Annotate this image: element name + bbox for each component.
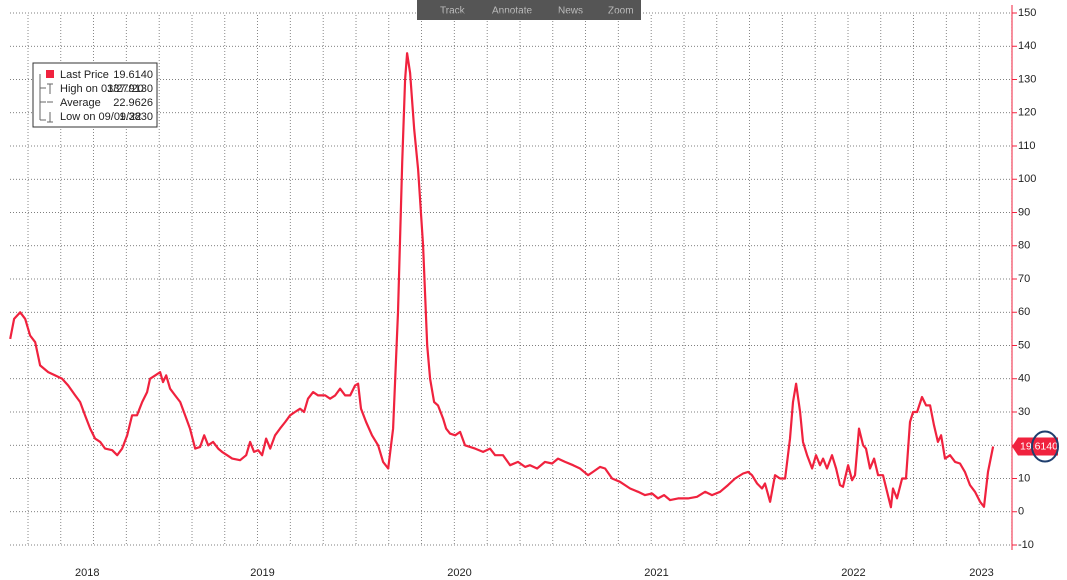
- legend-label: Average: [60, 97, 101, 109]
- last-price-tag: [1012, 437, 1058, 456]
- y-tick-label: 10: [1018, 472, 1030, 484]
- toolbar-item[interactable]: Annotate: [492, 6, 532, 17]
- x-tick-label: 2023: [969, 567, 993, 579]
- legend-label: Last Price: [60, 69, 109, 81]
- highlight-circle: [1031, 430, 1059, 463]
- legend-label: High on 03/27/20: [60, 83, 144, 95]
- toolbar-bg: [417, 0, 641, 20]
- legend: Last Price 19.6140 High on 03/27/20 137.…: [32, 62, 158, 128]
- legend-swatch: [46, 70, 54, 78]
- y-tick-label: 50: [1018, 339, 1030, 351]
- toolbar-item[interactable]: News: [558, 6, 583, 17]
- x-tick-label: 2022: [841, 567, 865, 579]
- y-tick-label: 80: [1018, 240, 1030, 252]
- legend-value: 1.3830: [119, 111, 153, 123]
- toolbar: Track Annotate News Zoom: [417, 0, 641, 20]
- toolbar-item[interactable]: Zoom: [608, 6, 634, 17]
- legend-value: 22.9626: [113, 97, 153, 109]
- legend-value: 19.6140: [113, 69, 153, 81]
- y-tick-label: 120: [1018, 107, 1036, 119]
- price-line: [9, 52, 995, 509]
- y-tick-label: 100: [1018, 173, 1036, 185]
- legend-label: Low on 09/09/22: [60, 111, 141, 123]
- x-tick-label: 2019: [250, 567, 274, 579]
- y-tick-label: 30: [1018, 406, 1030, 418]
- y-tick-label: 130: [1018, 73, 1036, 85]
- y-tick-label: 40: [1018, 373, 1030, 385]
- toolbar-item[interactable]: Track: [440, 6, 466, 17]
- y-tick-label: 140: [1018, 40, 1036, 52]
- y-tick-label: -10: [1018, 539, 1034, 551]
- y-tick-label: 150: [1018, 7, 1036, 19]
- y-tick-label: 90: [1018, 206, 1030, 218]
- x-tick-label: 2021: [644, 567, 668, 579]
- x-tick-label: 2018: [75, 567, 99, 579]
- y-tick-label: 110: [1018, 140, 1036, 152]
- y-tick-label: 70: [1018, 273, 1030, 285]
- plot: -100102030405060708090100110120130140150…: [9, 5, 1059, 579]
- last-price-label: 19.6140: [1020, 440, 1058, 452]
- y-tick-label: 60: [1018, 306, 1030, 318]
- x-tick-label: 2020: [447, 567, 471, 579]
- legend-value: 137.9130: [107, 83, 153, 95]
- y-tick-label: 0: [1018, 506, 1024, 518]
- legend-icons: [39, 74, 53, 123]
